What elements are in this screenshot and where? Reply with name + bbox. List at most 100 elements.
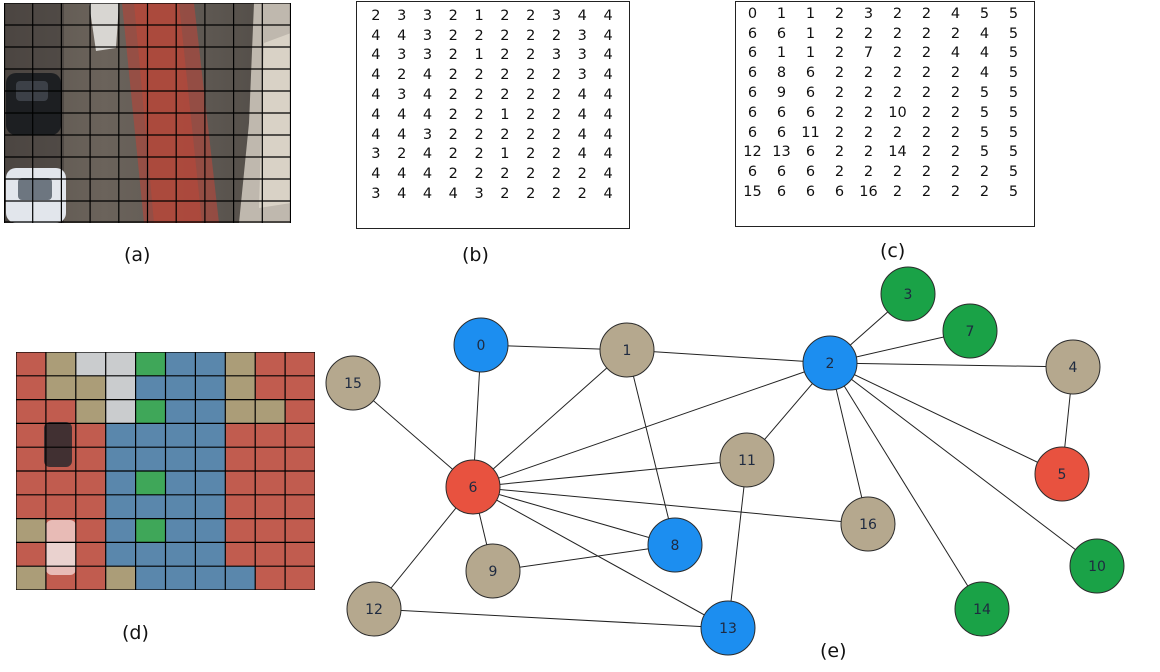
matrix-cell: 2 xyxy=(921,124,932,141)
segment-cell xyxy=(105,352,136,376)
matrix-cell: 2 xyxy=(448,27,458,44)
matrix-cell: 2 xyxy=(921,104,932,121)
matrix-cell: 3 xyxy=(422,47,433,64)
matrix-cell: 4 xyxy=(371,106,381,123)
matrix-cell: 2 xyxy=(526,47,536,64)
matrix-cell: 2 xyxy=(834,85,845,102)
matrix-cell: 4 xyxy=(603,27,613,44)
matrix-row: 6 6 6 2 2 2 2 2 2 5 xyxy=(738,162,1028,182)
caption-d: (d) xyxy=(122,622,149,644)
segment-cell xyxy=(16,399,46,424)
matrix-row: 6 6 6 2 2 10 2 2 5 5 xyxy=(738,103,1028,123)
matrix-cell: 2 xyxy=(551,186,562,203)
segment-cell xyxy=(16,494,46,519)
segment-cell xyxy=(105,471,136,495)
caption-c: (c) xyxy=(880,240,906,262)
matrix-cell: 2 xyxy=(921,45,932,62)
caption-a: (a) xyxy=(124,244,151,266)
segment-cell xyxy=(195,399,226,424)
segment-cell xyxy=(75,447,106,471)
segment-cell xyxy=(75,399,106,424)
matrix-cell: 4 xyxy=(577,126,587,143)
matrix-cell: 2 xyxy=(500,7,510,24)
graph-edge-2-14 xyxy=(829,362,983,610)
matrix-cell: 11 xyxy=(801,124,820,141)
matrix-cell: 2 xyxy=(892,184,903,201)
segment-cell xyxy=(195,447,226,471)
segment-cell xyxy=(225,471,256,495)
segment-cell xyxy=(105,518,136,543)
segment-cell xyxy=(225,518,256,543)
matrix-cell: 5 xyxy=(1008,65,1019,82)
graph-node-circle xyxy=(453,317,509,373)
matrix-cell: 2 xyxy=(921,85,932,102)
segment-cell xyxy=(75,518,106,543)
matrix-cell: 6 xyxy=(805,104,816,121)
matrix-cell: 3 xyxy=(577,67,587,84)
graph-node-label: 7 xyxy=(966,324,975,340)
segment-cell xyxy=(16,542,46,567)
segment-cell xyxy=(75,542,106,567)
graph-edge-2-6 xyxy=(472,362,831,488)
graph-edge-12-13 xyxy=(373,608,729,629)
matrix-cell: 4 xyxy=(422,166,433,183)
matrix-cell: 2 xyxy=(950,184,961,201)
graph-node-circle xyxy=(1034,446,1090,502)
segment-cell xyxy=(255,447,286,471)
matrix-cell: 2 xyxy=(979,164,990,181)
photo-grid xyxy=(3,2,292,223)
segment-cell xyxy=(195,352,226,376)
matrix-cell: 2 xyxy=(950,85,961,102)
matrix-cell: 4 xyxy=(577,7,587,24)
segment-cell xyxy=(225,375,256,400)
matrix-cell: 3 xyxy=(371,186,381,203)
graph-node-label: 11 xyxy=(738,453,756,469)
matrix-cell: 2 xyxy=(448,67,458,84)
segment-cell xyxy=(165,494,196,519)
matrix-cell: 5 xyxy=(1008,144,1019,161)
graph-edge-6-13 xyxy=(472,486,729,629)
segment-cell xyxy=(225,447,256,471)
segment-cell xyxy=(255,518,286,543)
matrix-cell: 6 xyxy=(805,184,816,201)
segment-cell xyxy=(165,566,196,590)
matrix-cell: 4 xyxy=(577,87,587,104)
graph-node-label: 9 xyxy=(489,564,498,580)
matrix-cell: 4 xyxy=(979,45,990,62)
matrix-cell: 4 xyxy=(603,126,613,143)
segment-cell xyxy=(135,375,166,400)
matrix-cell: 2 xyxy=(474,126,484,143)
segment-cell xyxy=(195,518,226,543)
matrix-cell: 2 xyxy=(371,7,381,24)
segment-cell xyxy=(165,518,196,543)
graph-node-circle xyxy=(942,303,998,359)
graph-edge-2-3 xyxy=(829,293,909,364)
matrix-cell: 2 xyxy=(448,106,458,123)
matrix-cell: 3 xyxy=(551,47,562,64)
matrix-cell: 2 xyxy=(448,87,458,104)
matrix-cell: 4 xyxy=(371,27,381,44)
segment-cell xyxy=(105,542,136,567)
segment-cell xyxy=(75,494,106,519)
matrix-cell: 1 xyxy=(776,5,787,22)
matrix-cell: 6 xyxy=(747,124,758,141)
segment-cell xyxy=(195,471,226,495)
matrix-cell: 4 xyxy=(603,106,613,123)
matrix-cell: 5 xyxy=(1008,5,1019,22)
matrix-cell: 14 xyxy=(888,144,907,161)
graph-node-label: 1 xyxy=(623,343,632,359)
graph-edge-2-11 xyxy=(746,362,831,461)
matrix-cell: 4 xyxy=(422,106,433,123)
matrix-cell: 9 xyxy=(776,85,787,102)
graph-node-label: 3 xyxy=(904,287,913,303)
matrix-cell: 1 xyxy=(805,25,816,42)
segment-cell xyxy=(135,542,166,567)
matrix-cell: 6 xyxy=(805,144,816,161)
segment-cell xyxy=(135,494,166,519)
graph-node-1: 1 xyxy=(599,322,655,378)
matrix-cell: 2 xyxy=(551,126,562,143)
matrix-cell: 2 xyxy=(892,45,903,62)
matrix-cell: 2 xyxy=(892,164,903,181)
segment-cell xyxy=(45,352,76,376)
